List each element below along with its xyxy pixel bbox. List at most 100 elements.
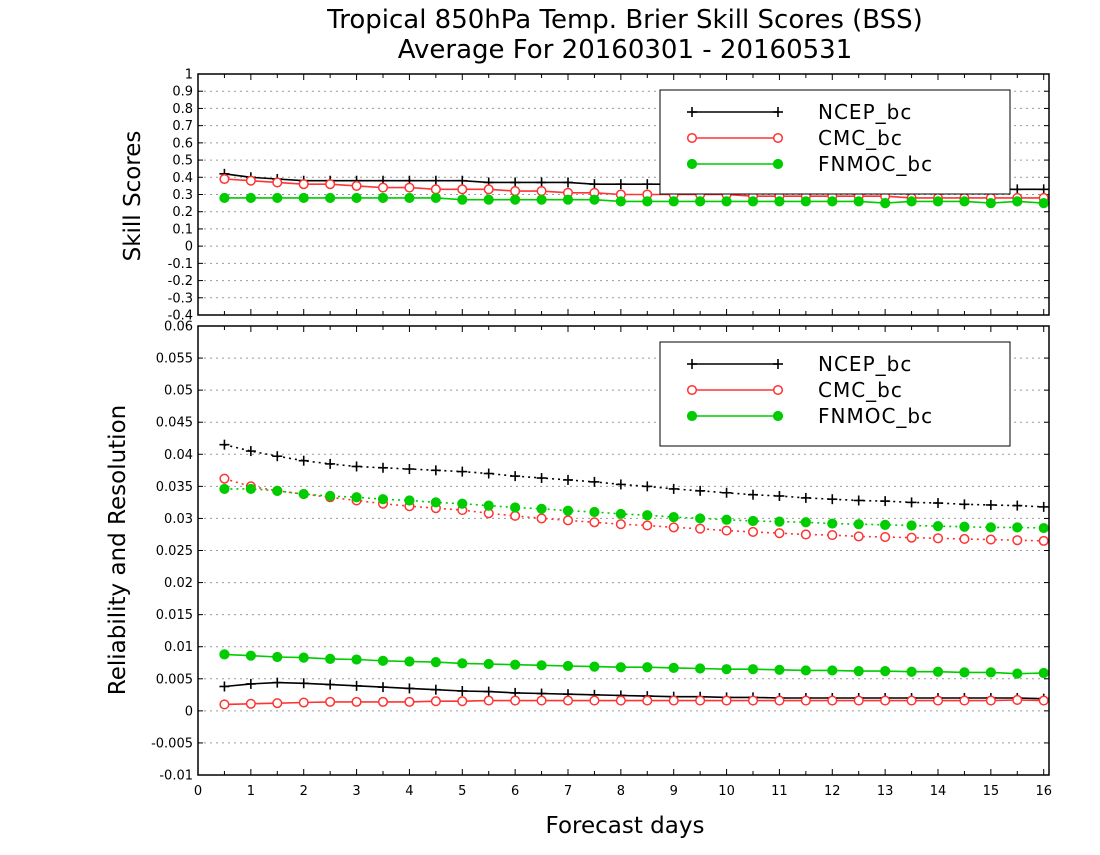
bottom-point-cmc-bc [562,695,574,706]
top-point-fnmoc-bc [985,198,996,209]
chart-title: Tropical 850hPa Temp. Brier Skill Scores… [326,5,923,35]
bottom-point-cmc-bc [589,517,600,528]
top-point-fnmoc-bc [536,194,547,205]
bottom-point-cmc-bc [298,697,309,708]
bottom-xtick-label: 16 [1035,784,1052,799]
bottom-point-cmc-bc [880,695,891,706]
bottom-point-fnmoc-bc [562,660,574,672]
bottom-point-fnmoc-bc [219,483,230,495]
bottom-point-cmc-bc [959,695,970,706]
bottom-point-ncep-bc [245,678,256,689]
top-ytick-label: 0.1 [172,222,193,237]
bottom-point-fnmoc-bc [483,500,494,511]
bottom-ytick-label: 0.015 [156,608,193,623]
top-point-fnmoc-bc [615,196,626,207]
top-point-fnmoc-bc [404,192,415,204]
bottom-point-cmc-bc [747,695,759,706]
bottom-point-fnmoc-bc [351,654,362,665]
bottom-point-fnmoc-bc [853,665,864,677]
bottom-point-cmc-bc [325,696,336,707]
bottom-point-fnmoc-bc [747,515,759,527]
top-point-fnmoc-bc [1038,198,1049,209]
bottom-point-cmc-bc [932,695,944,706]
bottom-point-ncep-bc [959,499,970,510]
top-ylabel: Skill Scores [120,131,146,262]
bottom-point-ncep-bc [325,679,336,690]
bottom-xtick-label: 12 [824,784,841,799]
bottom-point-cmc-bc [1012,535,1023,546]
bottom-point-fnmoc-bc [932,666,944,677]
bottom-point-fnmoc-bc [298,488,309,500]
bottom-ytick-label: 0.02 [164,576,193,591]
bottom-point-cmc-bc [404,696,415,707]
top-point-fnmoc-bc [272,192,283,204]
top-point-fnmoc-bc [430,192,441,204]
bottom-point-fnmoc-bc [483,658,494,670]
bottom-point-cmc-bc [774,695,785,706]
bottom-point-ncep-bc [430,465,441,476]
bottom-ytick-label: -0.01 [159,769,193,784]
bottom-ytick-label: -0.005 [151,736,193,751]
bottom-point-fnmoc-bc [536,660,547,671]
top-point-cmc-bc [325,179,336,190]
bottom-point-ncep-bc [721,487,732,498]
bottom-legend-marker-cmc-bc [686,384,698,396]
top-point-fnmoc-bc [377,192,389,204]
bottom-point-fnmoc-bc [457,658,468,669]
bottom-point-ncep-bc [272,677,283,688]
bottom-point-cmc-bc [219,699,230,710]
bottom-point-ncep-bc [351,461,362,472]
top-point-fnmoc-bc [721,196,732,207]
top-ytick-label: 0.2 [172,205,193,220]
bottom-point-ncep-bc [483,686,494,697]
bottom-point-fnmoc-bc [404,495,415,506]
top-point-ncep-bc [430,175,441,186]
bottom-point-fnmoc-bc [457,498,468,509]
top-ytick-label: 0.6 [172,136,193,151]
bottom-point-fnmoc-bc [430,657,441,668]
bottom-point-fnmoc-bc [1012,668,1023,679]
top-point-fnmoc-bc [1012,196,1023,207]
bottom-point-ncep-bc [800,492,811,503]
bottom-point-fnmoc-bc [377,494,389,505]
bottom-point-fnmoc-bc [272,651,283,663]
bottom-point-fnmoc-bc [906,666,917,677]
bottom-point-fnmoc-bc [880,665,891,677]
bottom-point-ncep-bc [430,684,441,695]
top-point-fnmoc-bc [906,196,917,207]
top-point-fnmoc-bc [827,196,838,207]
bottom-point-cmc-bc [377,696,389,707]
bottom-xtick-label: 14 [930,784,947,799]
top-point-fnmoc-bc [562,194,574,205]
bottom-point-cmc-bc [959,533,970,545]
bottom-ytick-label: 0.005 [156,672,193,687]
top-point-cmc-bc [377,182,389,193]
top-ytick-label: 0.5 [172,154,193,169]
bottom-point-ncep-bc [298,678,309,689]
bottom-point-fnmoc-bc [510,502,521,513]
bottom-point-fnmoc-bc [800,517,811,528]
bottom-point-ncep-bc [774,490,785,501]
top-legend-marker-ncep-bc [687,107,697,117]
bottom-xtick-label: 5 [458,784,466,799]
bottom-legend-marker-ncep-bc [773,359,783,369]
bottom-point-fnmoc-bc [245,483,256,495]
top-legend-label-ncep-bc: NCEP_bc [818,100,912,124]
bottom-point-fnmoc-bc [800,665,811,676]
bottom-ytick-label: 0.035 [156,480,193,495]
top-point-ncep-bc [642,179,653,190]
top-point-fnmoc-bc [325,192,336,204]
bottom-point-cmc-bc [827,695,838,706]
bottom-point-cmc-bc [747,526,759,537]
top-point-fnmoc-bc [219,192,230,204]
top-point-cmc-bc [510,186,521,197]
top-legend-box [659,89,1011,195]
bottom-point-cmc-bc [615,519,626,530]
bottom-point-cmc-bc [853,695,864,706]
top-point-fnmoc-bc [695,196,706,207]
top-point-cmc-bc [483,184,494,195]
bottom-xtick-label: 11 [771,784,788,799]
bottom-point-ncep-bc [563,474,573,485]
bottom-point-cmc-bc [668,695,679,706]
bottom-point-fnmoc-bc [853,519,864,530]
